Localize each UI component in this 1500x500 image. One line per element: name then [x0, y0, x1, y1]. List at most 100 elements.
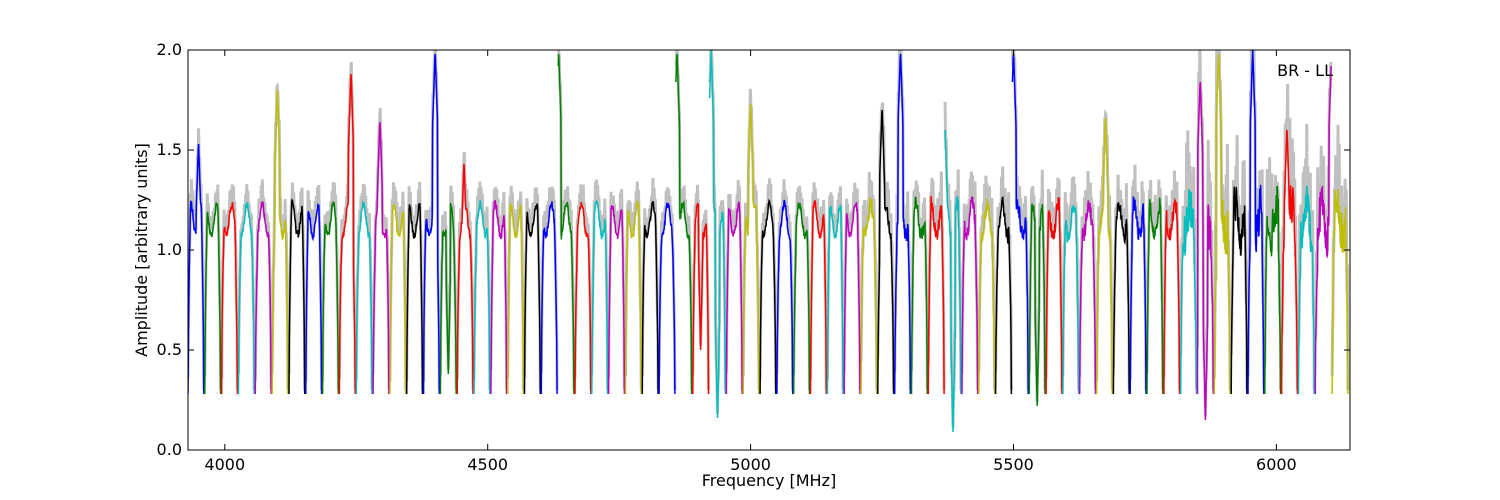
- y-tick-label: 0.5: [157, 340, 182, 359]
- channel-line: [1129, 195, 1147, 395]
- background-trace: [573, 184, 593, 391]
- channel-line: [994, 196, 1013, 395]
- background-trace: [321, 182, 340, 391]
- channel-line: [1196, 81, 1215, 421]
- background-trace: [926, 171, 946, 391]
- channel-line: [574, 201, 592, 395]
- background-trace: [775, 179, 795, 391]
- y-tick-label: 1.0: [157, 240, 182, 259]
- background-trace: [691, 184, 710, 391]
- series-layer: [188, 50, 1349, 433]
- channel-line: [725, 201, 743, 395]
- y-axis-label: Amplitude [arbitrary units]: [132, 143, 151, 357]
- channel-line: [641, 200, 659, 395]
- channel-line: [1028, 203, 1046, 407]
- channel-line: [1247, 50, 1265, 395]
- channel-line: [1095, 117, 1114, 395]
- y-tick-label: 1.5: [157, 140, 182, 159]
- background-trace: [607, 189, 626, 391]
- x-axis-label: Frequency [MHz]: [702, 471, 836, 490]
- channel-line: [792, 202, 811, 395]
- channel-line: [692, 202, 710, 395]
- channel-line: [1264, 185, 1282, 395]
- background-trace: [657, 187, 677, 391]
- channel-line: [1314, 65, 1332, 395]
- x-tick-label: 4500: [467, 455, 508, 474]
- channel-line: [910, 196, 929, 395]
- channel-line: [961, 195, 979, 395]
- channel-line: [237, 202, 255, 395]
- channel-line: [742, 103, 760, 395]
- background-trace: [724, 180, 744, 391]
- channel-line: [490, 200, 508, 395]
- channel-line: [1213, 53, 1231, 395]
- channel-line: [843, 202, 861, 395]
- x-tick-label: 5500: [993, 455, 1034, 474]
- background-trace: [1128, 164, 1148, 391]
- channel-line: [506, 203, 525, 395]
- background-trace: [237, 184, 256, 391]
- background-trace: [188, 128, 206, 391]
- channel-line: [338, 73, 356, 395]
- channel-line: [877, 109, 895, 395]
- channel-line: [1297, 185, 1315, 395]
- channel-line: [1112, 202, 1130, 395]
- channel-line: [405, 202, 424, 395]
- channel-line: [271, 89, 289, 395]
- background-trace: [1061, 176, 1081, 391]
- channel-line: [708, 50, 727, 419]
- channel-line: [540, 201, 558, 395]
- channel-line: [305, 203, 323, 395]
- channel-line: [1163, 197, 1181, 395]
- background-trace: [640, 178, 660, 391]
- channel-line: [220, 202, 239, 395]
- channel-line: [893, 53, 912, 395]
- x-tick-label: 6000: [1256, 455, 1297, 474]
- channel-line: [321, 201, 340, 395]
- channel-line: [927, 196, 945, 395]
- channel-line: [944, 129, 962, 433]
- channel-line: [826, 204, 844, 395]
- channel-line: [473, 200, 491, 395]
- background-trace: [943, 101, 963, 429]
- channel-line: [1011, 53, 1029, 395]
- background-trace: [354, 183, 374, 391]
- channel-line: [1331, 189, 1349, 395]
- x-axis: 4000 4500 5000 5500 6000: [204, 50, 1297, 474]
- channel-line: [204, 202, 222, 395]
- y-axis: 0.0 0.5 1.0 1.5 2.0: [157, 40, 1350, 459]
- y-tick-label: 0.0: [157, 440, 182, 459]
- background-trace: [859, 171, 879, 391]
- channel-line: [1230, 186, 1248, 395]
- channel-line: [978, 198, 996, 395]
- channel-line: [776, 199, 794, 395]
- channel-line: [658, 202, 676, 395]
- y-tick-label: 2.0: [157, 40, 182, 59]
- channel-line: [591, 199, 609, 395]
- channel-line: [439, 202, 457, 395]
- channel-line: [254, 201, 272, 395]
- background-trace: [405, 181, 424, 391]
- background-trace: [825, 186, 845, 391]
- channel-line: [759, 198, 777, 395]
- background-trace: [253, 179, 273, 391]
- channel-line: [675, 53, 693, 395]
- channel-line: [1062, 204, 1080, 395]
- channel-line: [389, 204, 407, 395]
- channel-line: [355, 201, 373, 395]
- channel-line: [288, 198, 306, 395]
- channel-line: [557, 53, 575, 395]
- plot-frame: [187, 49, 1351, 451]
- background-trace: [220, 184, 239, 391]
- channel-line: [523, 203, 542, 395]
- channel-line: [1078, 200, 1097, 395]
- channel-line: [456, 163, 474, 395]
- channel-line: [624, 200, 642, 395]
- channel-line: [1146, 197, 1164, 395]
- plot-area: [187, 49, 1351, 451]
- channel-line: [372, 121, 390, 395]
- channel-line: [1179, 189, 1198, 395]
- channel-line: [188, 143, 205, 395]
- channel-line: [1280, 129, 1299, 395]
- channel-line: [809, 200, 828, 395]
